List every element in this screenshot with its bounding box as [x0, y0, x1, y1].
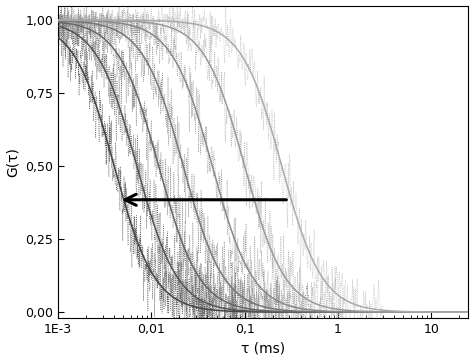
X-axis label: τ (ms): τ (ms)	[241, 342, 285, 356]
Y-axis label: G(τ): G(τ)	[6, 147, 19, 177]
